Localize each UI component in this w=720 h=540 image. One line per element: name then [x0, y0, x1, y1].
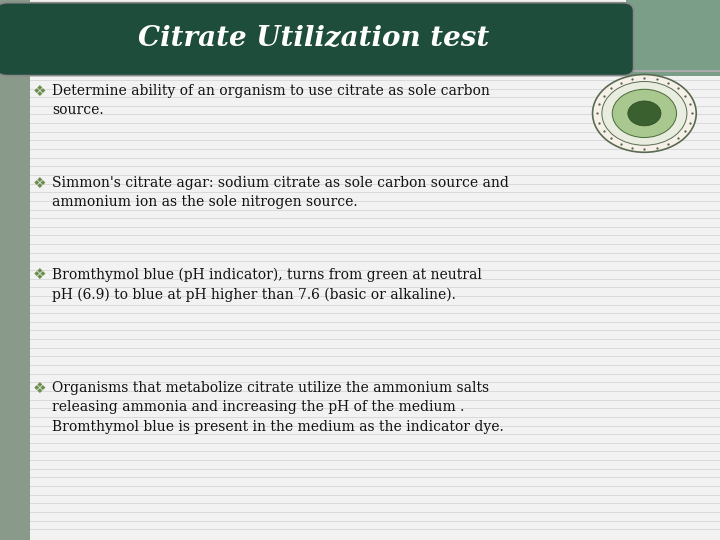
Circle shape: [593, 75, 696, 152]
Text: Determine ability of an organism to use citrate as sole carbon
source.: Determine ability of an organism to use …: [52, 84, 490, 117]
Text: Bromthymol blue (pH indicator), turns from green at neutral
pH (6.9) to blue at : Bromthymol blue (pH indicator), turns fr…: [52, 267, 482, 302]
FancyBboxPatch shape: [0, 3, 634, 76]
Circle shape: [602, 82, 687, 145]
Text: ❖: ❖: [33, 267, 46, 282]
Text: ❖: ❖: [33, 381, 46, 396]
Circle shape: [612, 89, 677, 138]
Text: ❖: ❖: [33, 176, 46, 191]
Text: Organisms that metabolize citrate utilize the ammonium salts
releasing ammonia a: Organisms that metabolize citrate utiliz…: [52, 381, 503, 434]
Text: ❖: ❖: [33, 84, 46, 99]
Bar: [626, 0, 720, 76]
Text: Citrate Utilization test: Citrate Utilization test: [138, 25, 489, 52]
Bar: [0, 0, 30, 540]
Text: Simmon's citrate agar: sodium citrate as sole carbon source and
ammonium ion as : Simmon's citrate agar: sodium citrate as…: [52, 176, 509, 209]
Circle shape: [628, 101, 661, 126]
